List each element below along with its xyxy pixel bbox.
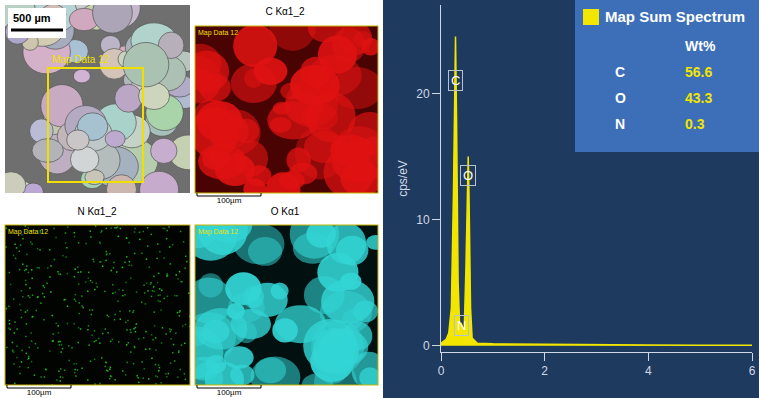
svg-text:0: 0 [423,339,430,353]
svg-text:2: 2 [541,364,548,378]
svg-text:10: 10 [416,213,430,227]
svg-text:100µm: 100µm [27,388,52,397]
svg-text:O Kα1: O Kα1 [271,206,300,217]
svg-text:0: 0 [438,364,445,378]
svg-text:100µm: 100µm [217,196,242,205]
html-text:56.6: 56.6 [685,64,713,80]
svg-text:Map Data 12: Map Data 12 [52,54,110,65]
svg-text:500 µm: 500 µm [13,12,51,24]
html-text:Wt%: Wt% [685,38,716,54]
svg-text:C: C [451,73,460,88]
svg-text:cps/eV: cps/eV [396,160,410,197]
svg-text:4: 4 [645,364,652,378]
svg-text:100µm: 100µm [217,388,242,397]
svg-text:20: 20 [416,87,430,101]
html-text:43.3: 43.3 [685,90,713,106]
html-text:O: O [615,90,626,106]
svg-text:Map Data 12: Map Data 12 [8,228,48,236]
svg-text:N: N [457,318,466,333]
html-text:C: C [615,64,626,80]
html-text:0.3: 0.3 [685,116,705,132]
html-text:Map Sum Spectrum: Map Sum Spectrum [605,8,745,25]
svg-text:Map Data 12: Map Data 12 [198,29,238,37]
svg-text:Map Data 12: Map Data 12 [198,228,238,236]
svg-text:O: O [463,168,473,183]
svg-text:C Kα1_2: C Kα1_2 [265,6,305,17]
svg-text:N Kα1_2: N Kα1_2 [77,206,117,217]
svg-text:6: 6 [749,364,756,378]
html-text:N: N [615,116,626,132]
